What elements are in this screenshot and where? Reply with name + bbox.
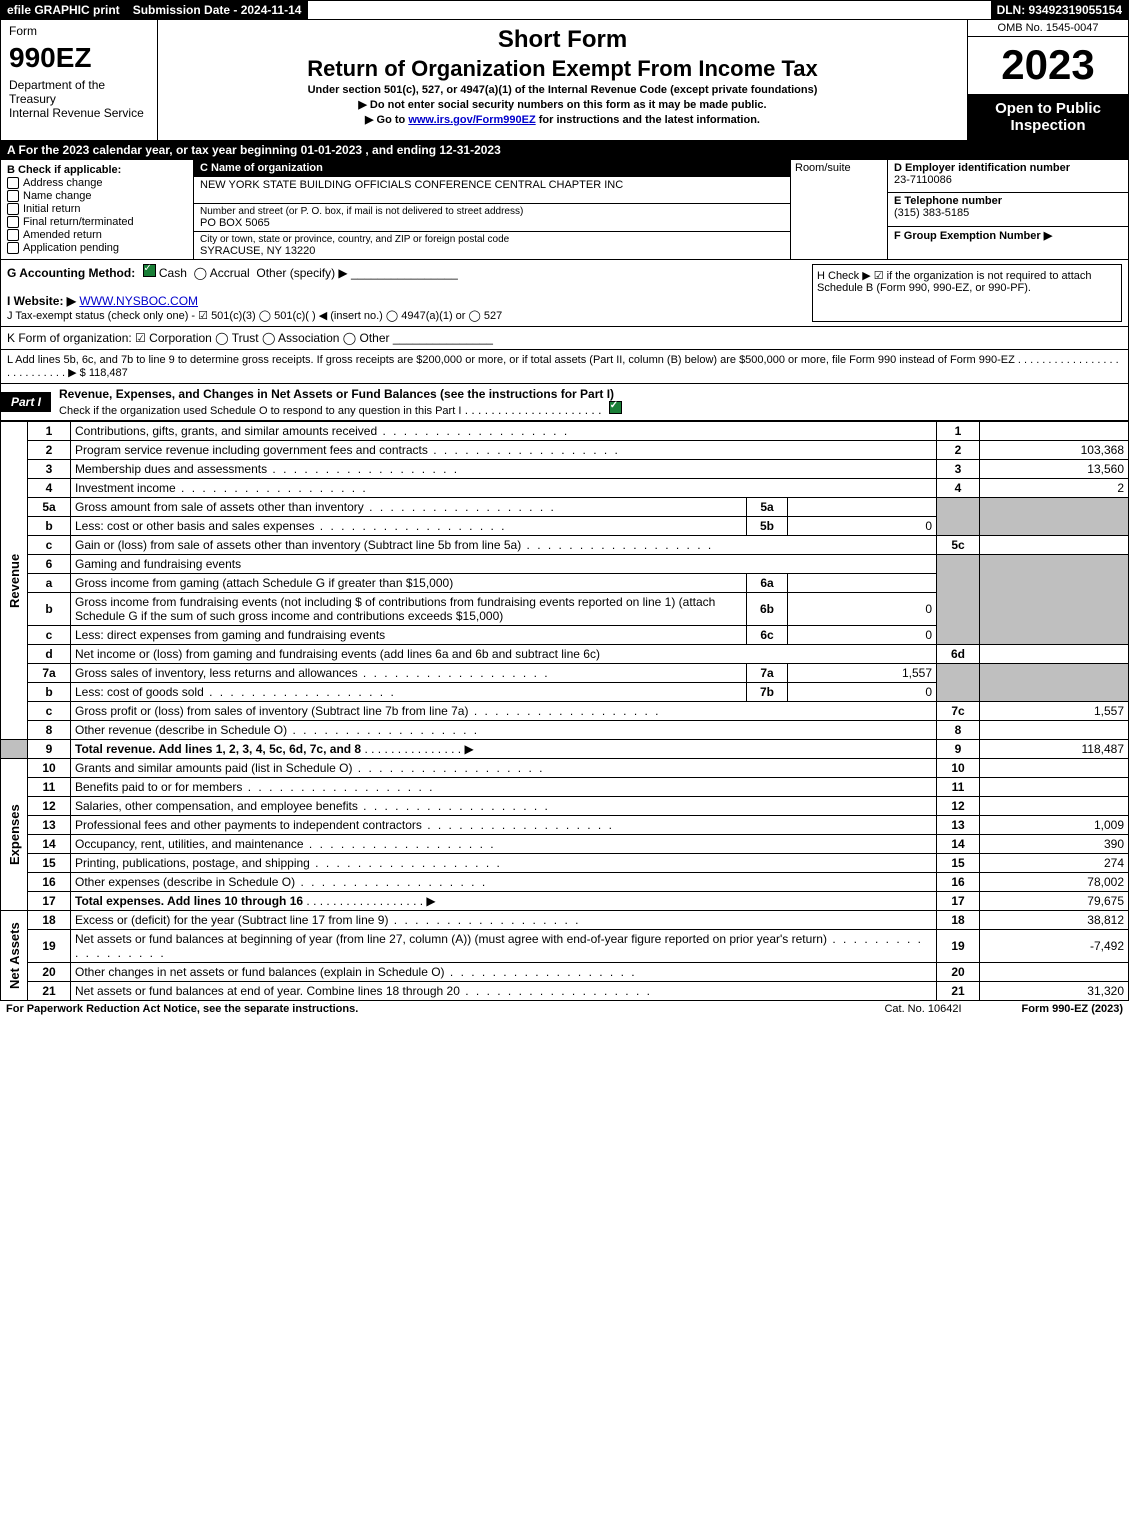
revenue-side-label: Revenue: [1, 422, 28, 740]
val-6b: 0: [788, 593, 937, 626]
val-6a: [788, 574, 937, 593]
irs-link[interactable]: www.irs.gov/Form990EZ: [408, 114, 535, 126]
entity-info-row: B Check if applicable: Address change Na…: [0, 160, 1129, 260]
val-1: [980, 422, 1129, 441]
footer-left: For Paperwork Reduction Act Notice, see …: [6, 1003, 358, 1015]
val-20: [980, 963, 1129, 982]
val-10: [980, 759, 1129, 778]
revenue-table: Revenue 1 Contributions, gifts, grants, …: [0, 421, 1129, 1001]
row-g-h: G Accounting Method: Cash ◯ Accrual Othe…: [0, 260, 1129, 327]
row-k: K Form of organization: ☑ Corporation ◯ …: [0, 327, 1129, 350]
dln: DLN: 93492319055154: [991, 1, 1128, 19]
omb-number: OMB No. 1545-0047: [968, 20, 1128, 37]
main-title: Return of Organization Exempt From Incom…: [166, 56, 959, 82]
chk-cash[interactable]: [143, 264, 156, 277]
dept-treasury: Department of the Treasury: [9, 78, 149, 106]
line-j: J Tax-exempt status (check only one) - ☑…: [7, 310, 502, 322]
netassets-side-label: Net Assets: [1, 911, 28, 1001]
part1-label: Part I: [1, 392, 51, 412]
val-7b: 0: [788, 683, 937, 702]
form-number: 990EZ: [9, 42, 149, 74]
part1-title: Revenue, Expenses, and Changes in Net As…: [51, 384, 1128, 420]
tax-year: 2023: [968, 37, 1128, 93]
val-7a: 1,557: [788, 664, 937, 683]
chk-address-change[interactable]: Address change: [7, 177, 187, 189]
website-link[interactable]: WWW.NYSBOC.COM: [79, 294, 198, 308]
dept-irs: Internal Revenue Service: [9, 106, 149, 120]
chk-name-change[interactable]: Name change: [7, 190, 187, 202]
val-18: 38,812: [980, 911, 1129, 930]
org-name: NEW YORK STATE BUILDING OFFICIALS CONFER…: [194, 177, 790, 204]
box-d: D Employer identification number 23-7110…: [888, 160, 1128, 259]
section-a: A For the 2023 calendar year, or tax yea…: [0, 141, 1129, 160]
val-7c: 1,557: [980, 702, 1129, 721]
val-5b: 0: [788, 517, 937, 536]
val-9: 118,487: [980, 740, 1129, 759]
val-16: 78,002: [980, 873, 1129, 892]
short-form-title: Short Form: [166, 26, 959, 54]
footer-mid: Cat. No. 10642I: [884, 1003, 961, 1015]
subtitle-3: ▶ Go to www.irs.gov/Form990EZ for instru…: [166, 113, 959, 126]
val-2: 103,368: [980, 441, 1129, 460]
footer-right: Form 990-EZ (2023): [1022, 1003, 1123, 1015]
header-left: Form 990EZ Department of the Treasury In…: [1, 20, 158, 140]
group-exemption: F Group Exemption Number ▶: [888, 227, 1128, 259]
phone-block: E Telephone number (315) 383-5185: [888, 193, 1128, 226]
submission-date: Submission Date - 2024-11-14: [127, 1, 309, 19]
val-3: 13,560: [980, 460, 1129, 479]
val-5c: [980, 536, 1129, 555]
chk-initial-return[interactable]: Initial return: [7, 203, 187, 215]
val-6d: [980, 645, 1129, 664]
part1-header: Part I Revenue, Expenses, and Changes in…: [0, 384, 1129, 421]
subtitle-2: ▶ Do not enter social security numbers o…: [166, 98, 959, 111]
form-label: Form: [9, 24, 149, 38]
box-h: H Check ▶ ☑ if the organization is not r…: [812, 264, 1122, 322]
val-11: [980, 778, 1129, 797]
city-row: City or town, state or province, country…: [194, 232, 790, 259]
header-mid: Short Form Return of Organization Exempt…: [158, 20, 967, 140]
row-l: L Add lines 5b, 6c, and 7b to line 9 to …: [0, 350, 1129, 384]
val-5a: [788, 498, 937, 517]
topbar: efile GRAPHIC print Submission Date - 20…: [0, 0, 1129, 20]
box-c: C Name of organization NEW YORK STATE BU…: [194, 160, 1128, 259]
val-4: 2: [980, 479, 1129, 498]
val-21: 31,320: [980, 982, 1129, 1001]
val-6c: 0: [788, 626, 937, 645]
val-13: 1,009: [980, 816, 1129, 835]
val-8: [980, 721, 1129, 740]
box-b-title: B Check if applicable:: [7, 164, 187, 176]
efile-label: efile GRAPHIC print: [1, 1, 127, 19]
ein-block: D Employer identification number 23-7110…: [888, 160, 1128, 193]
open-to-public: Open to Public Inspection: [968, 93, 1128, 140]
box-c-hdr: C Name of organization: [194, 160, 790, 177]
expenses-side-label: Expenses: [1, 759, 28, 911]
part1-check[interactable]: [609, 401, 622, 414]
val-19: -7,492: [980, 930, 1129, 963]
chk-amended-return[interactable]: Amended return: [7, 229, 187, 241]
val-12: [980, 797, 1129, 816]
street-row: Number and street (or P. O. box, if mail…: [194, 204, 790, 232]
val-15: 274: [980, 854, 1129, 873]
subtitle-1: Under section 501(c), 527, or 4947(a)(1)…: [166, 84, 959, 96]
chk-final-return[interactable]: Final return/terminated: [7, 216, 187, 228]
val-17: 79,675: [980, 892, 1129, 911]
val-14: 390: [980, 835, 1129, 854]
box-b: B Check if applicable: Address change Na…: [1, 160, 194, 259]
page-footer: For Paperwork Reduction Act Notice, see …: [0, 1001, 1129, 1017]
header-right: OMB No. 1545-0047 2023 Open to Public In…: [967, 20, 1128, 140]
chk-application-pending[interactable]: Application pending: [7, 242, 187, 254]
room-suite: Room/suite: [791, 160, 888, 259]
form-header: Form 990EZ Department of the Treasury In…: [0, 20, 1129, 141]
